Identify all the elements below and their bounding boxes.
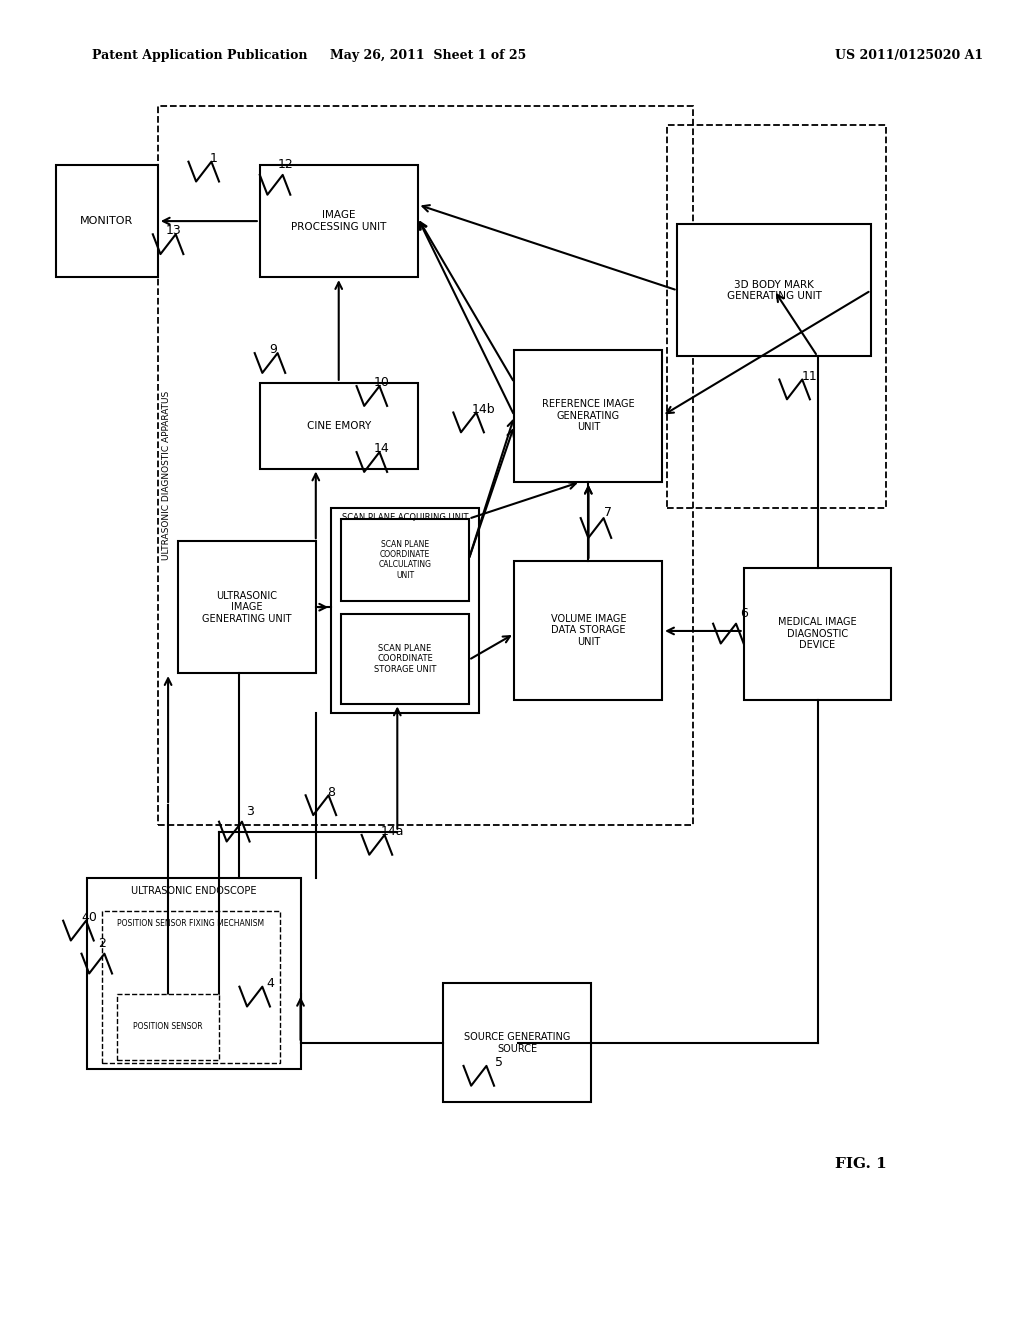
Text: 13: 13	[165, 224, 181, 238]
Text: 12: 12	[278, 158, 293, 172]
Text: May 26, 2011  Sheet 1 of 25: May 26, 2011 Sheet 1 of 25	[330, 49, 526, 62]
Text: MEDICAL IMAGE
DIAGNOSTIC
DEVICE: MEDICAL IMAGE DIAGNOSTIC DEVICE	[778, 616, 857, 651]
FancyBboxPatch shape	[331, 508, 479, 713]
Text: SCAN PLANE
COORDINATE
CALCULATING
UNIT: SCAN PLANE COORDINATE CALCULATING UNIT	[379, 540, 431, 579]
Text: 7: 7	[604, 506, 612, 519]
Text: IMAGE
PROCESSING UNIT: IMAGE PROCESSING UNIT	[291, 210, 386, 232]
Text: 14a: 14a	[381, 825, 403, 838]
Text: ULTRASONIC ENDOSCOPE: ULTRASONIC ENDOSCOPE	[131, 886, 256, 896]
Text: 9: 9	[269, 343, 276, 356]
Text: ULTRASONIC
IMAGE
GENERATING UNIT: ULTRASONIC IMAGE GENERATING UNIT	[203, 590, 292, 624]
FancyBboxPatch shape	[514, 350, 663, 482]
Text: ULTRASONIC DIAGNOSTIC APPARATUS: ULTRASONIC DIAGNOSTIC APPARATUS	[162, 391, 171, 560]
Text: POSITION SENSOR: POSITION SENSOR	[133, 1023, 203, 1031]
FancyBboxPatch shape	[56, 165, 158, 277]
FancyBboxPatch shape	[260, 165, 418, 277]
Text: CINE EMORY: CINE EMORY	[306, 421, 371, 430]
Text: 4: 4	[266, 977, 273, 990]
Text: FIG. 1: FIG. 1	[836, 1158, 887, 1171]
Text: REFERENCE IMAGE
GENERATING
UNIT: REFERENCE IMAGE GENERATING UNIT	[542, 399, 635, 433]
Text: 6: 6	[739, 607, 748, 620]
Text: 40: 40	[82, 911, 97, 924]
FancyBboxPatch shape	[341, 614, 469, 704]
FancyBboxPatch shape	[178, 541, 315, 673]
Text: VOLUME IMAGE
DATA STORAGE
UNIT: VOLUME IMAGE DATA STORAGE UNIT	[551, 614, 626, 647]
Text: 11: 11	[802, 370, 818, 383]
Text: 1: 1	[210, 152, 218, 165]
Text: 3D BODY MARK
GENERATING UNIT: 3D BODY MARK GENERATING UNIT	[727, 280, 821, 301]
Text: POSITION SENSOR FIXING MECHANISM: POSITION SENSOR FIXING MECHANISM	[118, 920, 264, 928]
FancyBboxPatch shape	[443, 983, 591, 1102]
FancyBboxPatch shape	[117, 994, 219, 1060]
Text: 5: 5	[496, 1056, 503, 1069]
FancyBboxPatch shape	[260, 383, 418, 469]
Text: SCAN PLANE
COORDINATE
STORAGE UNIT: SCAN PLANE COORDINATE STORAGE UNIT	[374, 644, 436, 673]
Text: 3: 3	[246, 805, 254, 818]
Text: US 2011/0125020 A1: US 2011/0125020 A1	[836, 49, 983, 62]
Text: 14: 14	[374, 442, 390, 455]
FancyBboxPatch shape	[514, 561, 663, 700]
Text: SCAN PLANE ACQUIRING UNIT: SCAN PLANE ACQUIRING UNIT	[342, 513, 468, 521]
Text: Patent Application Publication: Patent Application Publication	[92, 49, 307, 62]
FancyBboxPatch shape	[743, 568, 891, 700]
Text: 2: 2	[98, 937, 105, 950]
Text: 8: 8	[327, 785, 335, 799]
FancyBboxPatch shape	[101, 911, 281, 1063]
Text: MONITOR: MONITOR	[80, 216, 133, 226]
Text: 14b: 14b	[472, 403, 496, 416]
FancyBboxPatch shape	[87, 878, 300, 1069]
FancyBboxPatch shape	[341, 519, 469, 601]
Text: SOURCE GENERATING
SOURCE: SOURCE GENERATING SOURCE	[464, 1032, 570, 1053]
FancyBboxPatch shape	[678, 224, 871, 356]
Text: 10: 10	[374, 376, 390, 389]
